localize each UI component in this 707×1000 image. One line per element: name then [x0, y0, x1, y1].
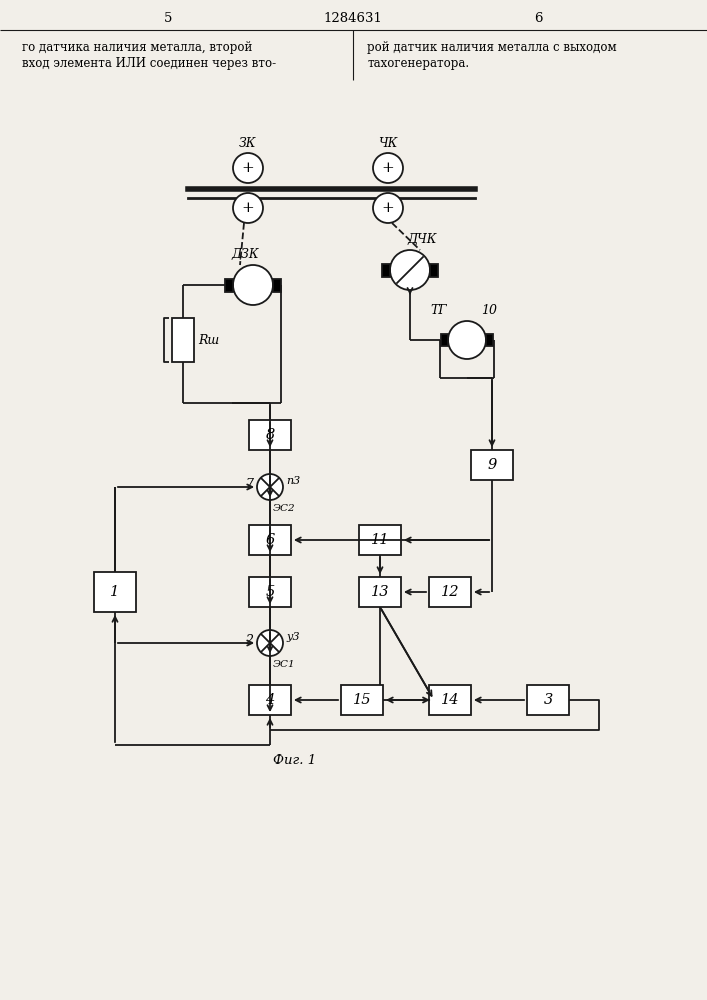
- Text: 13: 13: [370, 585, 390, 599]
- Text: 6: 6: [534, 11, 542, 24]
- Text: тахогенератора.: тахогенератора.: [367, 57, 469, 70]
- Text: 15: 15: [353, 693, 371, 707]
- Bar: [249, 420, 291, 450]
- Text: 2: 2: [245, 635, 253, 648]
- Circle shape: [233, 193, 263, 223]
- Bar: [359, 525, 401, 555]
- Text: 5: 5: [164, 11, 173, 24]
- Circle shape: [257, 474, 283, 500]
- Text: ДЗК: ДЗК: [231, 248, 259, 261]
- Circle shape: [448, 321, 486, 359]
- Bar: [527, 685, 569, 715]
- Text: рой датчик наличия металла с выходом: рой датчик наличия металла с выходом: [367, 40, 617, 53]
- Bar: [440, 334, 448, 346]
- Text: +: +: [242, 161, 255, 175]
- Circle shape: [390, 250, 430, 290]
- Circle shape: [233, 153, 263, 183]
- Text: +: +: [382, 201, 395, 215]
- Text: 14: 14: [440, 693, 460, 707]
- Text: 11: 11: [370, 533, 390, 547]
- Bar: [486, 334, 493, 346]
- Text: ЧК: ЧК: [378, 137, 397, 150]
- Bar: [249, 525, 291, 555]
- Text: 1: 1: [110, 585, 119, 599]
- Text: Rш: Rш: [198, 334, 219, 347]
- Text: ЗК: ЗК: [239, 137, 257, 150]
- Text: 5: 5: [265, 585, 274, 599]
- Text: Фиг. 1: Фиг. 1: [274, 754, 317, 766]
- Bar: [429, 577, 471, 607]
- Circle shape: [233, 265, 273, 305]
- Bar: [471, 450, 513, 480]
- Text: п3: п3: [286, 476, 300, 486]
- Bar: [226, 278, 233, 292]
- Text: 12: 12: [440, 585, 460, 599]
- Text: ДЧК: ДЧК: [407, 233, 437, 246]
- Bar: [430, 263, 438, 276]
- Bar: [94, 572, 136, 612]
- Bar: [341, 685, 383, 715]
- Text: +: +: [382, 161, 395, 175]
- Text: 10: 10: [481, 304, 497, 317]
- Text: 9: 9: [487, 458, 496, 472]
- Text: ЭС1: ЭС1: [273, 660, 296, 669]
- Text: 3: 3: [544, 693, 553, 707]
- Text: 8: 8: [265, 428, 274, 442]
- Text: го датчика наличия металла, второй: го датчика наличия металла, второй: [22, 40, 252, 53]
- Bar: [249, 685, 291, 715]
- Text: 6: 6: [265, 533, 274, 547]
- Text: ЭС2: ЭС2: [273, 504, 296, 513]
- Bar: [382, 263, 390, 276]
- Circle shape: [373, 153, 403, 183]
- Bar: [249, 577, 291, 607]
- Text: 7: 7: [245, 479, 253, 491]
- Bar: [359, 577, 401, 607]
- Text: 4: 4: [265, 693, 274, 707]
- Circle shape: [257, 630, 283, 656]
- Text: 1284631: 1284631: [324, 11, 382, 24]
- Text: ТГ: ТГ: [431, 304, 448, 317]
- Text: у3: у3: [286, 632, 300, 642]
- Text: +: +: [242, 201, 255, 215]
- Circle shape: [373, 193, 403, 223]
- Bar: [172, 318, 194, 362]
- Bar: [273, 278, 281, 292]
- Bar: [429, 685, 471, 715]
- Text: вход элемента ИЛИ соединен через вто-: вход элемента ИЛИ соединен через вто-: [22, 57, 276, 70]
